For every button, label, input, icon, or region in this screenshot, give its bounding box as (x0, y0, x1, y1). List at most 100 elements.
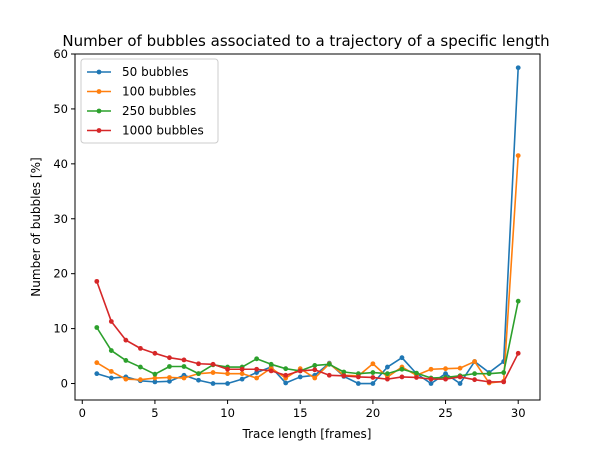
data-point (196, 371, 201, 377)
data-point (443, 371, 448, 377)
data-point (312, 367, 318, 373)
legend-box (80, 58, 219, 144)
data-point (239, 366, 245, 372)
data-point (428, 381, 434, 386)
data-point (268, 368, 274, 374)
series-line (96, 300, 519, 379)
data-point (167, 375, 172, 380)
data-point (457, 381, 463, 386)
series-3 (94, 278, 521, 385)
y-tick-label: 10 (53, 322, 68, 336)
data-point (370, 375, 376, 380)
data-point (312, 363, 318, 368)
data-point (428, 366, 434, 372)
y-tick-label: 0 (61, 377, 68, 391)
series-2 (94, 298, 521, 381)
data-point (486, 379, 492, 385)
x-tick-label: 20 (366, 406, 381, 420)
data-point (399, 366, 405, 372)
x-tick-label: 10 (220, 406, 235, 420)
data-point (167, 364, 172, 369)
data-point (501, 379, 507, 385)
data-point (341, 373, 347, 379)
data-point (210, 370, 216, 375)
data-point (152, 375, 158, 381)
series-layer (94, 65, 521, 386)
data-point (443, 376, 448, 382)
x-tick-label: 25 (438, 406, 453, 420)
data-point (385, 371, 390, 377)
data-point (399, 374, 405, 380)
data-point (297, 368, 303, 374)
data-point (370, 361, 376, 367)
data-point (94, 278, 100, 284)
data-point (355, 381, 361, 386)
series-1 (94, 153, 521, 386)
data-point (486, 371, 492, 377)
x-tick-label: 30 (511, 406, 526, 420)
series-line (96, 67, 519, 385)
data-point (239, 371, 245, 377)
data-point (152, 350, 158, 356)
data-point (152, 371, 158, 377)
data-point (501, 370, 507, 375)
data-point (239, 376, 245, 382)
data-point (123, 358, 129, 363)
data-point (385, 364, 390, 370)
chart-title: Number of bubbles associated to a trajec… (62, 32, 549, 50)
data-point (254, 375, 260, 381)
y-tick-label: 30 (53, 212, 68, 226)
data-point (283, 372, 289, 378)
data-point (108, 319, 114, 324)
data-point (472, 371, 478, 377)
data-point (167, 355, 172, 361)
data-point (137, 345, 143, 351)
data-point (385, 376, 390, 382)
data-point (370, 381, 376, 386)
data-point (108, 348, 114, 353)
data-point (326, 372, 332, 378)
y-tick-label: 20 (53, 267, 68, 281)
data-point (254, 370, 260, 375)
legend-marker (96, 69, 102, 75)
data-point (355, 371, 361, 377)
legend-marker (96, 108, 102, 114)
x-tick-label: 5 (151, 406, 158, 420)
data-point (472, 359, 478, 364)
data-point (472, 377, 478, 383)
plot-area-frame (74, 53, 541, 401)
data-point (443, 366, 448, 372)
y-axis: 0 10 20 30 40 50 60 (53, 47, 75, 391)
data-point (297, 374, 303, 380)
data-point (283, 380, 289, 386)
series-line (96, 281, 519, 383)
legend-label: 250 bubbles (122, 104, 196, 118)
y-tick-label: 60 (53, 47, 68, 61)
data-point (355, 374, 361, 380)
data-point (515, 153, 521, 159)
data-point (225, 371, 230, 377)
series-line (96, 155, 519, 384)
data-point (399, 355, 405, 361)
data-point (341, 369, 347, 375)
data-point (515, 298, 521, 304)
data-point (94, 360, 100, 366)
data-point (137, 364, 143, 370)
data-point (457, 365, 463, 371)
data-point (152, 379, 158, 385)
legend-label: 50 bubbles (122, 65, 189, 79)
data-point (414, 370, 419, 376)
data-point (181, 357, 187, 363)
data-point (312, 375, 318, 381)
legend-marker (96, 89, 102, 94)
data-point (167, 378, 172, 384)
data-point (181, 364, 187, 369)
data-point (515, 65, 521, 71)
data-point (283, 366, 289, 372)
data-point (94, 371, 100, 377)
data-point (254, 356, 260, 362)
legend-label: 1000 bubbles (122, 124, 204, 138)
legend-label: 100 bubbles (122, 85, 196, 99)
data-point (457, 374, 463, 380)
